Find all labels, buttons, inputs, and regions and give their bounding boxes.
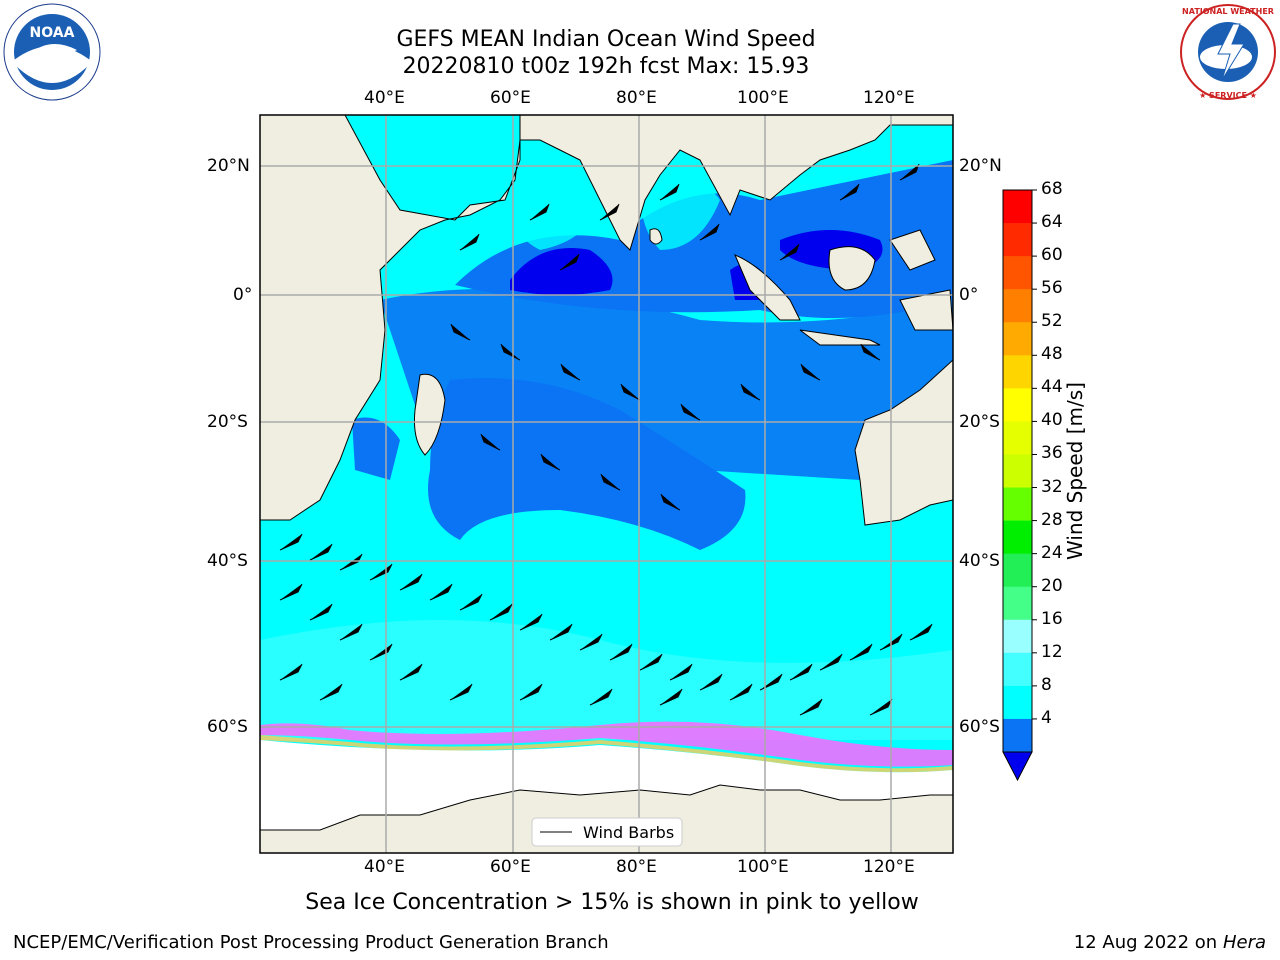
lat-tick-left: 20°S — [207, 412, 248, 432]
svg-text:NOAA: NOAA — [30, 25, 75, 41]
lat-tick-right: 20°N — [959, 156, 1002, 176]
colorbar-swatch — [1003, 190, 1032, 224]
lat-tick-left: 0° — [233, 285, 253, 305]
lat-tick-left: 20°N — [207, 156, 250, 176]
colorbar-swatch — [1003, 223, 1032, 257]
colorbar-tick: 60 — [1041, 245, 1063, 266]
colorbar-tick: 64 — [1041, 212, 1063, 233]
lat-tick-left: 60°S — [207, 717, 248, 737]
run-date-text: 12 Aug 2022 on — [1073, 932, 1218, 953]
lon-tick-top: 100°E — [737, 88, 789, 108]
colorbar-tick: 52 — [1041, 311, 1063, 332]
lat-tick-right: 60°S — [959, 717, 1000, 737]
map-title: GEFS MEAN Indian Ocean Wind Speed — [396, 27, 816, 52]
colorbar-swatch — [1003, 322, 1032, 356]
colorbar-tick: 24 — [1041, 542, 1063, 563]
credit-text: NCEP/EMC/Verification Post Processing Pr… — [13, 932, 609, 953]
run-date: 12 Aug 2022 on Hera — [1074, 932, 1266, 953]
colorbar-tick: 20 — [1041, 575, 1063, 596]
lon-tick-top: 40°E — [364, 88, 405, 108]
colorbar-tick: 4 — [1041, 707, 1052, 728]
colorbar-swatch — [1003, 289, 1032, 323]
lon-tick-top: 60°E — [490, 88, 531, 108]
wind-barbs — [279, 163, 933, 716]
colorbar-swatch — [1003, 454, 1032, 489]
graticule — [260, 115, 953, 853]
colorbar-swatch — [1003, 487, 1032, 522]
colorbar-tick: 16 — [1041, 608, 1063, 629]
svg-text:★ SERVICE ★: ★ SERVICE ★ — [1199, 91, 1257, 100]
nws-logo: NATIONAL WEATHER ★ SERVICE ★ — [1178, 2, 1278, 102]
colorbar-swatch — [1003, 256, 1032, 290]
lon-tick-top: 80°E — [616, 88, 657, 108]
legend-box — [531, 817, 683, 847]
noaa-logo: NOAA — [2, 2, 102, 102]
colorbar-tick: 48 — [1041, 344, 1063, 365]
lat-tick-right: 0° — [959, 285, 979, 305]
map-frame — [259, 114, 954, 854]
colorbar-swatch — [1003, 388, 1032, 422]
colorbar-swatch — [1003, 520, 1032, 555]
colorbar-tick: 68 — [1041, 179, 1063, 199]
svg-text:NATIONAL WEATHER: NATIONAL WEATHER — [1182, 7, 1274, 16]
colorbar-tick: 8 — [1041, 674, 1052, 695]
colorbar-tick: 28 — [1041, 509, 1063, 530]
lat-tick-right: 40°S — [959, 551, 1000, 571]
colorbar-swatch — [1003, 718, 1032, 753]
colorbar-under-arrow — [1002, 751, 1033, 782]
colorbar-tick: 56 — [1041, 278, 1063, 299]
colorbar-tick: 36 — [1041, 443, 1063, 464]
legend-label: Wind Barbs — [583, 823, 674, 842]
colorbar-swatch — [1003, 652, 1032, 687]
map-subtitle: 20220810 t00z 192h fcst Max: 15.93 — [402, 54, 810, 79]
lat-tick-right: 20°S — [959, 412, 1000, 432]
machine-name: Hera — [1222, 932, 1266, 953]
lon-tick-bottom: 120°E — [863, 857, 915, 877]
lon-tick-bottom: 60°E — [490, 857, 531, 877]
colorbar-swatch — [1003, 685, 1032, 720]
lon-tick-bottom: 80°E — [616, 857, 657, 877]
colorbar-swatch — [1003, 619, 1032, 654]
lon-tick-bottom: 40°E — [364, 857, 405, 877]
colorbar-swatch — [1003, 421, 1032, 455]
colorbar-label: Wind Speed [m/s] — [1063, 382, 1087, 560]
colorbar-swatch — [1003, 355, 1032, 389]
sea-ice-note: Sea Ice Concentration > 15% is shown in … — [305, 890, 919, 915]
lat-tick-left: 40°S — [207, 551, 248, 571]
colorbar-tick: 12 — [1041, 641, 1063, 662]
colorbar-tick: 32 — [1041, 476, 1063, 497]
colorbar-swatch — [1003, 586, 1032, 621]
lon-tick-top: 120°E — [863, 88, 915, 108]
colorbar-swatch — [1003, 553, 1032, 588]
lon-tick-bottom: 100°E — [737, 857, 789, 877]
colorbar-tick: 44 — [1041, 377, 1063, 398]
colorbar-tick: 40 — [1041, 410, 1063, 431]
